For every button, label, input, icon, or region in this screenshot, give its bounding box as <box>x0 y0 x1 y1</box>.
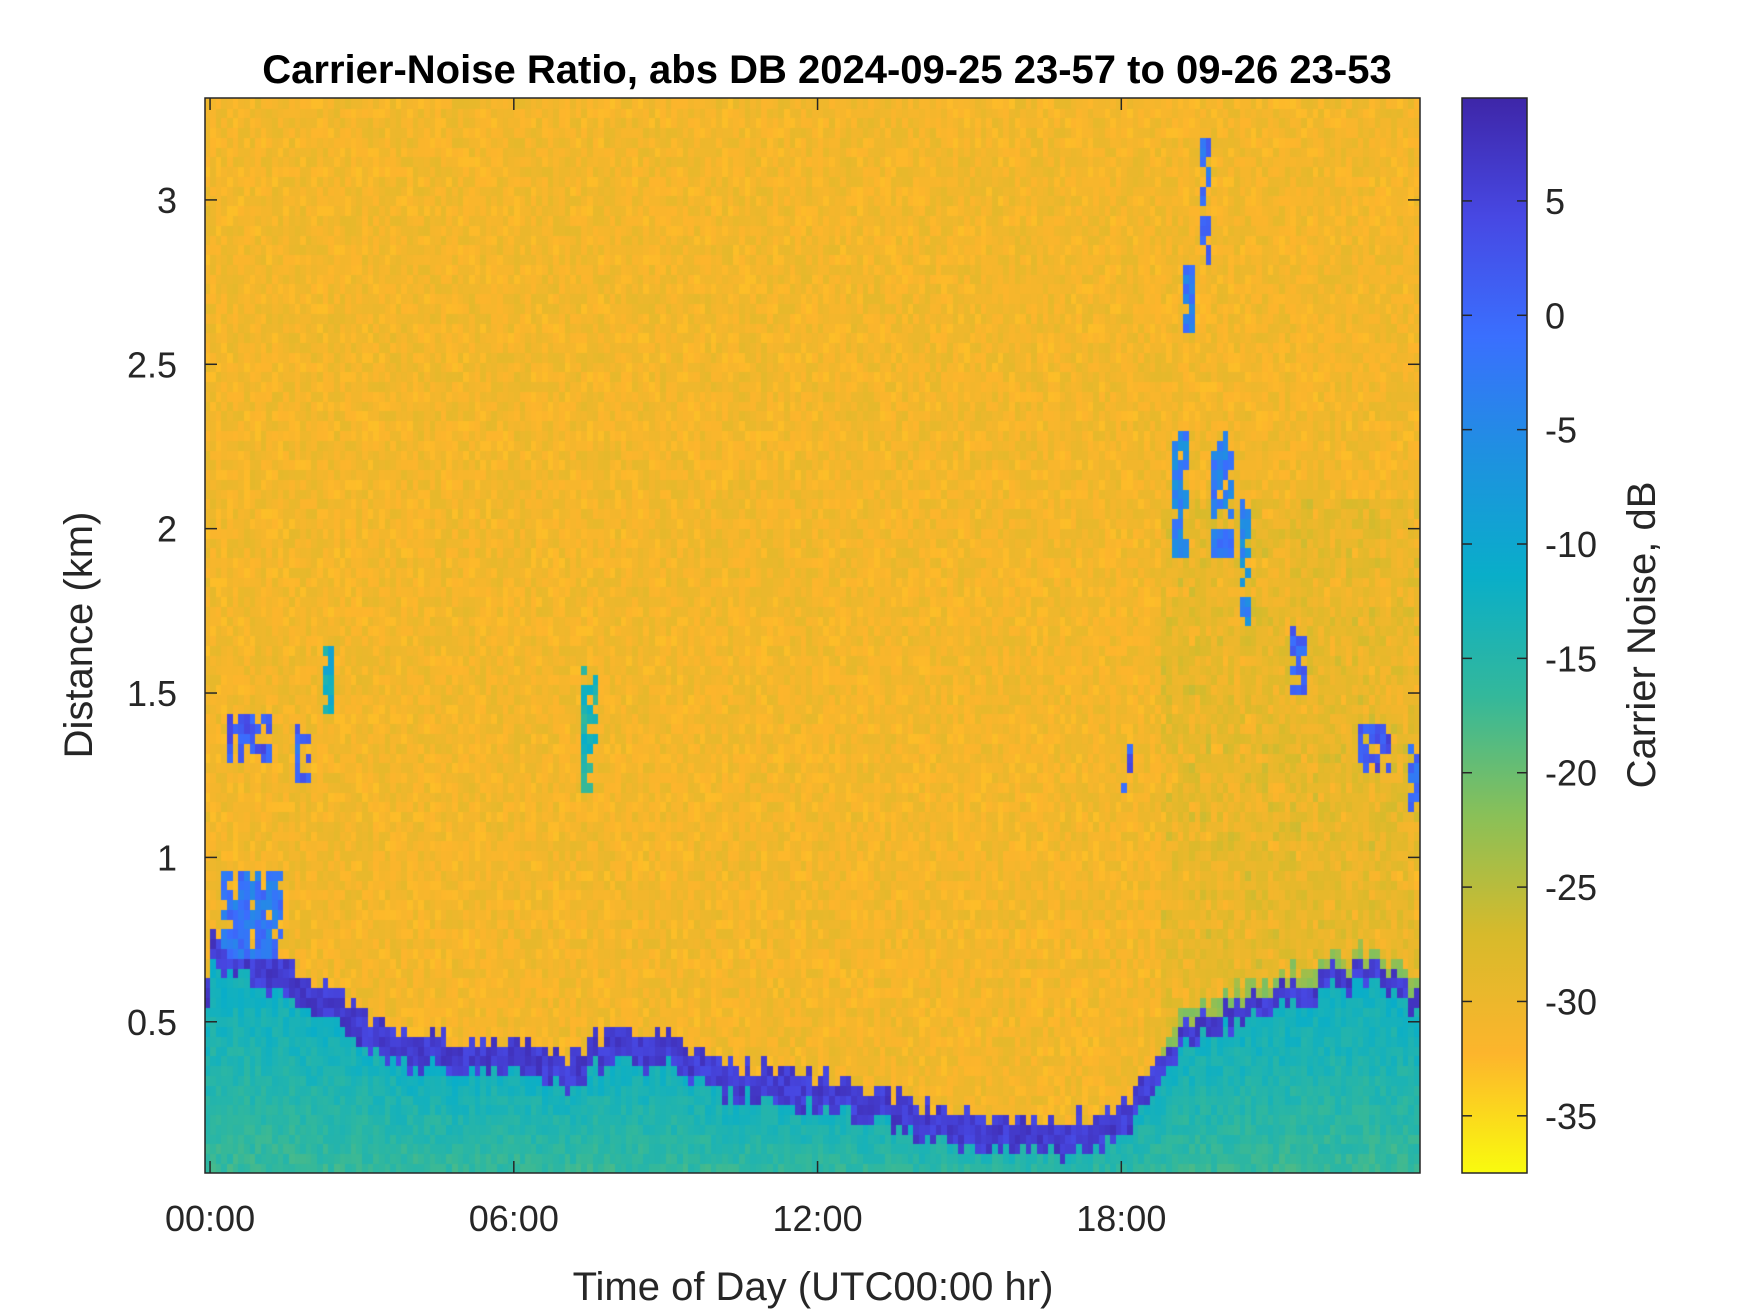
heatmap-cells <box>205 98 1420 1173</box>
colorbar-tick-label: -15 <box>1545 638 1597 679</box>
y-tick-label: 2 <box>157 509 177 550</box>
colorbar-tick-label: -30 <box>1545 981 1597 1022</box>
y-tick-label: 1 <box>157 837 177 878</box>
y-tick-label: 3 <box>157 180 177 221</box>
x-tick-label: 18:00 <box>1076 1198 1166 1239</box>
y-tick-label: 0.5 <box>127 1002 177 1043</box>
x-tick-label: 12:00 <box>773 1198 863 1239</box>
heatmap-image <box>205 98 1420 1173</box>
chart-title: Carrier-Noise Ratio, abs DB 2024-09-25 2… <box>262 48 1391 92</box>
colorbar-tick-label: 0 <box>1545 295 1565 336</box>
colorbar-tick-label: -5 <box>1545 410 1577 451</box>
plot-frame <box>204 97 1421 1174</box>
x-tick-label: 00:00 <box>165 1198 255 1239</box>
colorbar-tick-label: -25 <box>1545 867 1597 908</box>
x-axis-label: Time of Day (UTC00:00 hr) <box>573 1265 1054 1309</box>
x-axis: 00:00 06:00 12:00 18:00 <box>165 98 1166 1239</box>
colorbar <box>1461 97 1528 1174</box>
colorbar-tick-label: -10 <box>1545 524 1597 565</box>
y-axis-label: Distance (km) <box>57 512 101 759</box>
x-tick-label: 06:00 <box>469 1198 559 1239</box>
colorbar-tick-label: 5 <box>1545 181 1565 222</box>
y-tick-label: 2.5 <box>127 344 177 385</box>
colorbar-label: Carrier Noise, dB <box>1620 482 1664 789</box>
colorbar-axis: 5 0 -5 -10 -15 -20 -25 -30 -35 <box>1462 181 1597 1137</box>
colorbar-tick-label: -20 <box>1545 753 1597 794</box>
colorbar-tick-label: -35 <box>1545 1096 1597 1137</box>
y-tick-label: 1.5 <box>127 673 177 714</box>
y-axis: 0.5 1 1.5 2 2.5 3 <box>127 180 1420 1043</box>
